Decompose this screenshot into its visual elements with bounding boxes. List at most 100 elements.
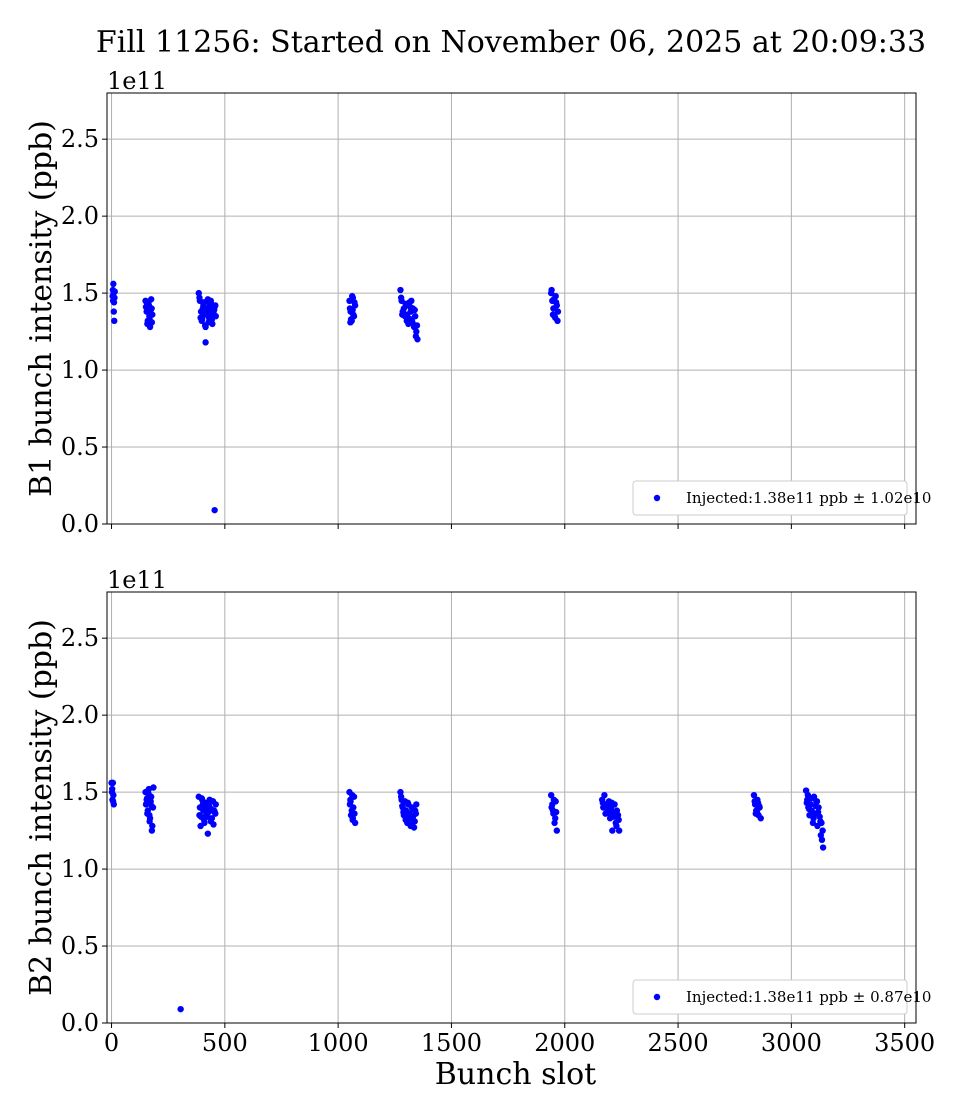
data-point: [204, 805, 211, 813]
data-point: [397, 793, 405, 800]
legend-label: Injected:1.38e11 ppb ± 1.02e10: [686, 489, 931, 507]
data-point: [110, 280, 117, 288]
data-point: [206, 300, 213, 308]
data-point: [547, 791, 555, 799]
data-point: [148, 305, 155, 312]
data-point: [402, 300, 409, 308]
data-point: [197, 314, 204, 321]
y-tick-label: 2.5: [61, 624, 99, 652]
data-point: [347, 796, 354, 804]
data-point: [206, 796, 213, 804]
y-tick-label: 0.0: [61, 1009, 99, 1037]
y-tick-label: 1.5: [61, 279, 99, 307]
x-tick-label: 0: [104, 1029, 119, 1057]
data-point: [150, 784, 157, 791]
data-point: [110, 299, 118, 306]
plot-frame: [106, 92, 917, 525]
data-point: [177, 1005, 184, 1013]
data-point: [408, 297, 415, 305]
data-point: [202, 339, 209, 346]
data-point: [111, 317, 118, 325]
data-point: [750, 791, 758, 799]
plot-frame: [106, 591, 917, 1024]
data-point: [404, 799, 412, 807]
x-tick-label: 3500: [874, 1029, 935, 1057]
y-axis-label: B2 bunch intensity (ppb): [24, 619, 59, 996]
data-point: [201, 322, 209, 329]
data-point: [148, 827, 156, 834]
y-offset-label: 1e11: [107, 67, 167, 95]
data-point: [211, 506, 218, 514]
x-tick-label: 3000: [761, 1029, 822, 1057]
data-point: [754, 799, 762, 807]
data-point: [814, 808, 822, 816]
data-point: [148, 319, 156, 326]
data-point: [803, 799, 810, 807]
data-point: [403, 811, 411, 819]
y-axis-label: B1 bunch intensity (ppb): [24, 120, 59, 497]
data-point: [408, 821, 415, 828]
chart-title: Fill 11256: Started on November 06, 2025…: [96, 25, 926, 60]
legend: [632, 480, 908, 516]
data-point: [204, 309, 211, 317]
data-point: [553, 827, 561, 834]
data-point: [110, 308, 117, 315]
data-point: [397, 294, 405, 301]
data-point: [109, 785, 116, 793]
x-axis-label: Bunch slot: [435, 1057, 596, 1092]
data-point: [548, 286, 555, 294]
b2-intensity-panel: 0 500 1000 1500 2000 2500 3000 3500 0.0 0.5 1.0 1.5…: [24, 566, 935, 1092]
b1-intensity-panel: 0.0 0.5 1.0 1.5 2.0 2.5 1e11 B1 bunch intensity…: [24, 67, 931, 538]
data-point: [413, 801, 420, 808]
data-point: [143, 795, 151, 802]
data-point: [146, 811, 153, 819]
data-point: [347, 319, 354, 326]
data-point: [411, 306, 418, 314]
data-point: [752, 810, 759, 817]
y-tick-label: 2.0: [61, 701, 99, 729]
y-tick-label: 1.5: [61, 778, 99, 806]
data-point: [199, 305, 207, 312]
y-tick-label: 1.0: [61, 356, 99, 384]
data-point: [818, 836, 826, 844]
data-point: [613, 822, 620, 830]
data-point: [413, 328, 420, 335]
legend: [632, 979, 908, 1015]
data-point: [550, 796, 558, 804]
data-point: [210, 306, 218, 314]
data-point: [615, 827, 623, 834]
y-tick-label: 2.0: [61, 202, 99, 230]
data-point: [111, 288, 118, 295]
data-point: [198, 795, 205, 802]
data-point: [200, 299, 208, 306]
data-point: [609, 827, 616, 834]
data-point: [552, 815, 559, 822]
data-point: [110, 791, 117, 799]
data-point: [351, 299, 358, 306]
data-point: [805, 805, 813, 813]
data-point: [552, 299, 560, 306]
data-point: [111, 294, 118, 301]
data-point: [210, 807, 218, 814]
data-point: [403, 317, 411, 325]
data-point: [349, 306, 356, 314]
data-point: [146, 312, 153, 320]
x-tick-label: 500: [202, 1029, 248, 1057]
data-point: [804, 791, 812, 799]
y-offset-label: 1e11: [107, 566, 167, 594]
y-tick-label: 0.0: [61, 510, 99, 538]
data-point: [351, 810, 358, 817]
data-point: [199, 801, 207, 808]
data-point: [109, 779, 117, 787]
data-point: [148, 802, 155, 810]
data-point: [554, 308, 562, 315]
data-point: [818, 819, 825, 827]
data-point: [143, 300, 151, 308]
y-tick-label: 0.5: [61, 932, 99, 960]
data-point: [407, 303, 414, 311]
data-point: [399, 311, 406, 318]
data-point: [208, 815, 216, 822]
data-point: [610, 813, 618, 820]
x-tick-label: 1500: [421, 1029, 482, 1057]
data-point: [411, 312, 419, 320]
